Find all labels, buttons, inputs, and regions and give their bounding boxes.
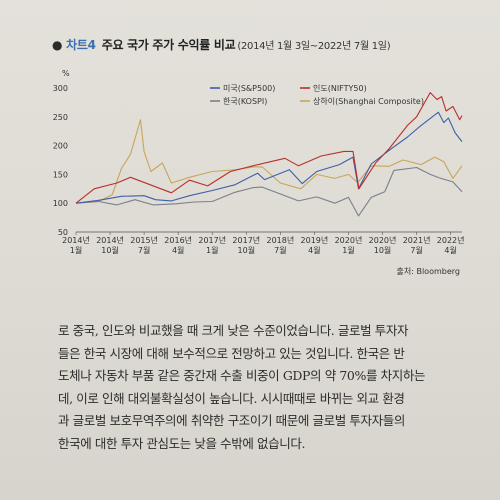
body-line: 로 중국, 인도와 비교했을 때 크게 낮은 수준이었습니다. 글로벌 투자자 [58, 323, 409, 338]
legend-label: 한국(KOSPI) [223, 97, 267, 106]
y-tick-label: 150 [53, 170, 68, 179]
x-tick-label-year: 2022년 [437, 235, 465, 245]
x-tick-label-month: 7월 [410, 245, 422, 255]
x-tick-label-year: 2015년 [130, 235, 158, 245]
legend-label: 상하이(Shanghai Composite) [313, 96, 424, 106]
legend-label: 미국(S&P500) [223, 84, 275, 93]
x-tick-label-year: 2014년 [62, 235, 90, 245]
y-tick-label: 200 [53, 142, 68, 151]
x-tick-label-year: 2018년 [266, 235, 294, 245]
x-tick-label-month: 7월 [138, 245, 150, 255]
chart-series [75, 92, 463, 217]
x-tick-label-year: 2017년 [198, 235, 226, 245]
y-tick-label: 100 [53, 199, 68, 208]
source-note: 출처: Bloomberg [396, 267, 460, 276]
body-line: 과 글로벌 보호무역주의에 취약한 구조이기 때문에 글로벌 투자자들의 [58, 413, 405, 428]
x-tick-label-month: 1월 [70, 245, 82, 255]
y-tick-label: 50 [58, 228, 68, 237]
series-line [75, 166, 463, 217]
x-tick-label-month: 7월 [274, 245, 286, 255]
x-tick-label-month: 1월 [206, 245, 218, 255]
series-line [75, 119, 463, 204]
chart-period: (2014년 1월 3일~2022년 7월 1일) [237, 41, 391, 52]
chart-axes: %501001502002503002014년1월2014년10월2015년7월… [53, 69, 465, 255]
chart-legend: 미국(S&P500) 인도(NIFTY50) 한국(KOSPI) 상하이(Shangh… [210, 83, 424, 106]
x-tick-label-month: 4월 [308, 245, 320, 255]
x-tick-label-month: 10월 [101, 245, 119, 255]
x-tick-label-month: 10월 [374, 245, 392, 255]
body-paragraph: 로 중국, 인도와 비교했을 때 크게 낮은 수준이었습니다. 글로벌 투자자 … [58, 320, 478, 455]
x-tick-label-year: 2021년 [403, 235, 431, 245]
series-line [75, 92, 463, 204]
x-tick-label-month: 4월 [172, 245, 184, 255]
chart-title: 주요 국가 주가 수익률 비교 [101, 38, 236, 52]
stock-return-line-chart: %501001502002503002014년1월2014년10월2015년7월… [53, 69, 465, 255]
x-tick-label-year: 2016년 [164, 235, 192, 245]
x-tick-label-year: 2020년 [335, 235, 363, 245]
body-line: 들은 한국 시장에 대해 보수적으로 전망하고 있는 것입니다. 한국은 반 [58, 345, 405, 361]
x-tick-label-month: 4월 [444, 245, 456, 255]
body-line: 데, 이로 인해 대외불확실성이 높습니다. 시시때때로 바뀌는 외교 환경 [58, 390, 405, 406]
series-line [75, 111, 463, 204]
x-tick-label-month: 1월 [342, 245, 354, 255]
y-tick-label: 300 [53, 84, 68, 93]
x-tick-label-month: 10월 [238, 245, 256, 255]
x-tick-label-year: 2020년 [369, 235, 397, 245]
legend-label: 인도(NIFTY50) [313, 83, 367, 93]
y-tick-label: 250 [53, 113, 68, 122]
caption-bullet: ● [52, 38, 63, 52]
chart-number: 차트4 [66, 38, 96, 52]
x-tick-label-year: 2014년 [96, 235, 124, 245]
x-tick-label-year: 2017년 [232, 235, 260, 245]
body-line: 한국에 대한 투자 관심도는 낮을 수밖에 없습니다. [58, 435, 306, 451]
chart-caption: ● 차트4 주요 국가 주가 수익률 비교 (2014년 1월 3일~2022년 7월… [52, 36, 391, 53]
y-unit-label: % [62, 69, 70, 78]
x-tick-label-year: 2019년 [301, 235, 329, 245]
body-line: 도체나 자동차 부품 같은 중간재 수출 비중이 GDP의 약 70%를 차지하… [58, 368, 426, 383]
